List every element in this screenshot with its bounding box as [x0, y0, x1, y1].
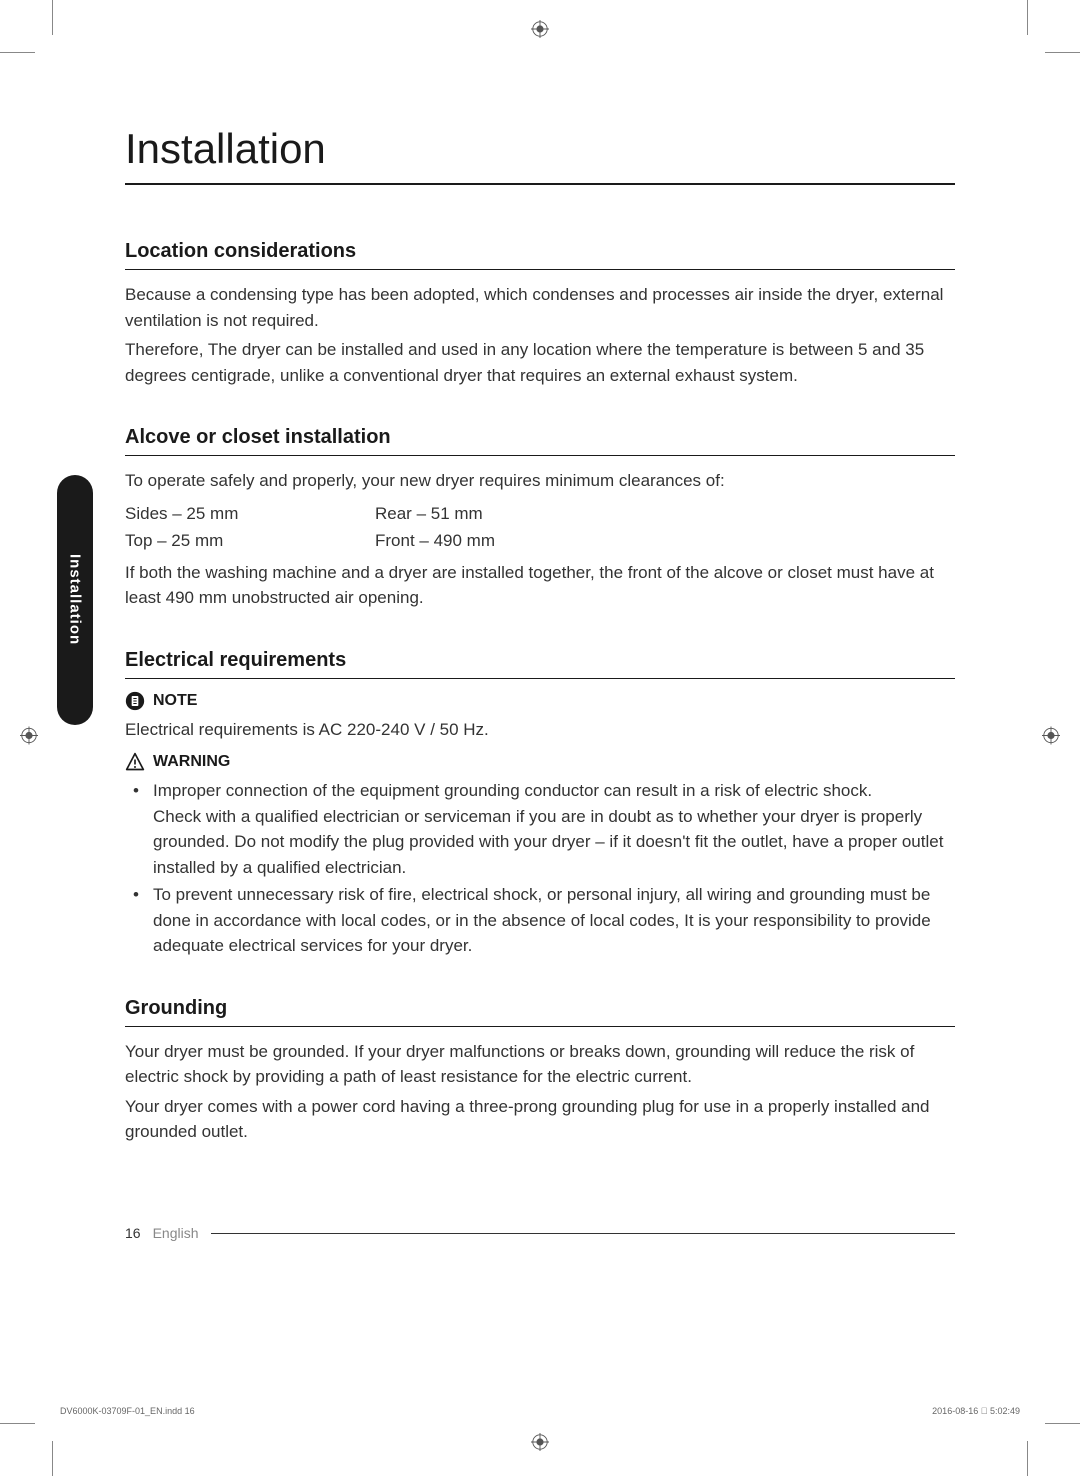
- section-alcove: Alcove or closet installation To operate…: [125, 426, 955, 611]
- page-content: Installation Location considerations Bec…: [125, 125, 955, 1183]
- location-para2: Therefore, The dryer can be installed an…: [125, 337, 955, 388]
- electrical-note-text: Electrical requirements is AC 220-240 V …: [125, 717, 955, 743]
- crop-line: [52, 0, 53, 35]
- print-meta-timestamp: 2016-08-16 􀀀 5:02:49: [932, 1406, 1020, 1416]
- note-label: NOTE: [153, 692, 197, 710]
- crop-line: [1027, 1441, 1028, 1476]
- footer-language: English: [153, 1225, 199, 1241]
- crop-line: [1045, 1423, 1080, 1424]
- clearance-sides: Sides – 25 mm: [125, 500, 375, 527]
- note-icon: [125, 691, 145, 711]
- registration-mark-bottom: [531, 1433, 549, 1456]
- warning-callout: WARNING: [125, 752, 955, 772]
- warning-item-1: Improper connection of the equipment gro…: [125, 778, 955, 880]
- footer-rule: [211, 1233, 956, 1234]
- alcove-para2: If both the washing machine and a dryer …: [125, 560, 955, 611]
- heading-electrical: Electrical requirements: [125, 649, 955, 679]
- warning-item-2: To prevent unnecessary risk of fire, ele…: [125, 882, 955, 959]
- crop-line: [0, 1423, 35, 1424]
- heading-alcove: Alcove or closet installation: [125, 426, 955, 456]
- note-callout: NOTE: [125, 691, 955, 711]
- section-location: Location considerations Because a conden…: [125, 240, 955, 388]
- clearance-top: Top – 25 mm: [125, 527, 375, 554]
- heading-grounding: Grounding: [125, 997, 955, 1027]
- section-tab: Installation: [57, 475, 93, 725]
- page-number: 16: [125, 1225, 141, 1241]
- warning-icon: [125, 752, 145, 772]
- registration-mark-top: [531, 20, 549, 43]
- clearance-table: Sides – 25 mm Top – 25 mm Rear – 51 mm F…: [125, 500, 955, 554]
- page-title: Installation: [125, 125, 955, 185]
- registration-mark-left: [20, 727, 38, 750]
- page-footer: 16 English: [125, 1225, 955, 1241]
- warning-label: WARNING: [153, 753, 230, 771]
- crop-line: [1027, 0, 1028, 35]
- print-meta-filename: DV6000K-03709F-01_EN.indd 16: [60, 1406, 195, 1416]
- grounding-para2: Your dryer comes with a power cord havin…: [125, 1094, 955, 1145]
- section-electrical: Electrical requirements NOTE Electrical …: [125, 649, 955, 959]
- crop-line: [52, 1441, 53, 1476]
- heading-location: Location considerations: [125, 240, 955, 270]
- crop-line: [0, 52, 35, 53]
- clearance-rear: Rear – 51 mm: [375, 500, 625, 527]
- warning-list: Improper connection of the equipment gro…: [125, 778, 955, 959]
- alcove-intro: To operate safely and properly, your new…: [125, 468, 955, 494]
- section-tab-label: Installation: [67, 554, 84, 645]
- location-para1: Because a condensing type has been adopt…: [125, 282, 955, 333]
- crop-line: [1045, 52, 1080, 53]
- registration-mark-right: [1042, 727, 1060, 750]
- clearance-front: Front – 490 mm: [375, 527, 625, 554]
- section-grounding: Grounding Your dryer must be grounded. I…: [125, 997, 955, 1145]
- grounding-para1: Your dryer must be grounded. If your dry…: [125, 1039, 955, 1090]
